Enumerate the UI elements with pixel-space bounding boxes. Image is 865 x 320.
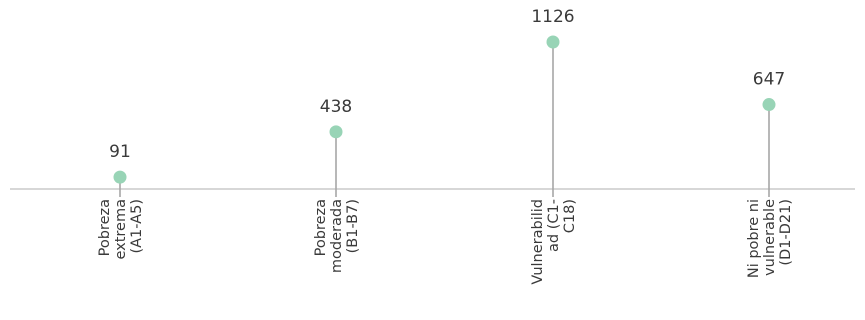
category-label-0-line-1: extrema <box>113 199 129 260</box>
category-label-3-line-1: vulnerable <box>762 199 778 276</box>
marker-2 <box>546 35 560 49</box>
category-label-0-line-2: (A1-A5) <box>129 199 145 254</box>
value-label-2: 1126 <box>531 7 574 27</box>
category-label-2-line-2: C18) <box>562 199 578 233</box>
category-label-3: Ni pobre ni vulnerable (D1-D21) <box>746 199 794 278</box>
marker-3 <box>762 98 776 112</box>
category-label-2: Vulnerabilid ad (C1- C18) <box>530 199 578 285</box>
category-labels-group: Pobreza extrema (A1-A5) Pobreza moderada (B1-… <box>97 199 794 285</box>
category-label-1-line-0: Pobreza <box>313 199 329 256</box>
value-label-3: 647 <box>753 70 785 90</box>
value-labels-group: 91 438 1126 647 <box>109 7 785 162</box>
category-label-1-line-2: (B1-B7) <box>345 199 361 253</box>
category-label-0: Pobreza extrema (A1-A5) <box>97 199 145 260</box>
category-label-2-line-0: Vulnerabilid <box>530 199 546 285</box>
value-label-0: 91 <box>109 142 131 162</box>
marker-1 <box>329 125 343 139</box>
category-label-1-line-1: moderada <box>329 199 345 273</box>
category-label-3-line-0: Ni pobre ni <box>746 199 762 278</box>
stems-group <box>119 42 770 197</box>
category-label-3-line-2: (D1-D21) <box>778 199 794 266</box>
marker-0 <box>113 170 127 184</box>
markers-group <box>113 35 776 184</box>
value-label-1: 438 <box>320 97 352 117</box>
category-label-1: Pobreza moderada (B1-B7) <box>313 199 361 273</box>
category-label-0-line-0: Pobreza <box>97 199 113 256</box>
category-label-2-line-1: ad (C1- <box>546 199 562 252</box>
